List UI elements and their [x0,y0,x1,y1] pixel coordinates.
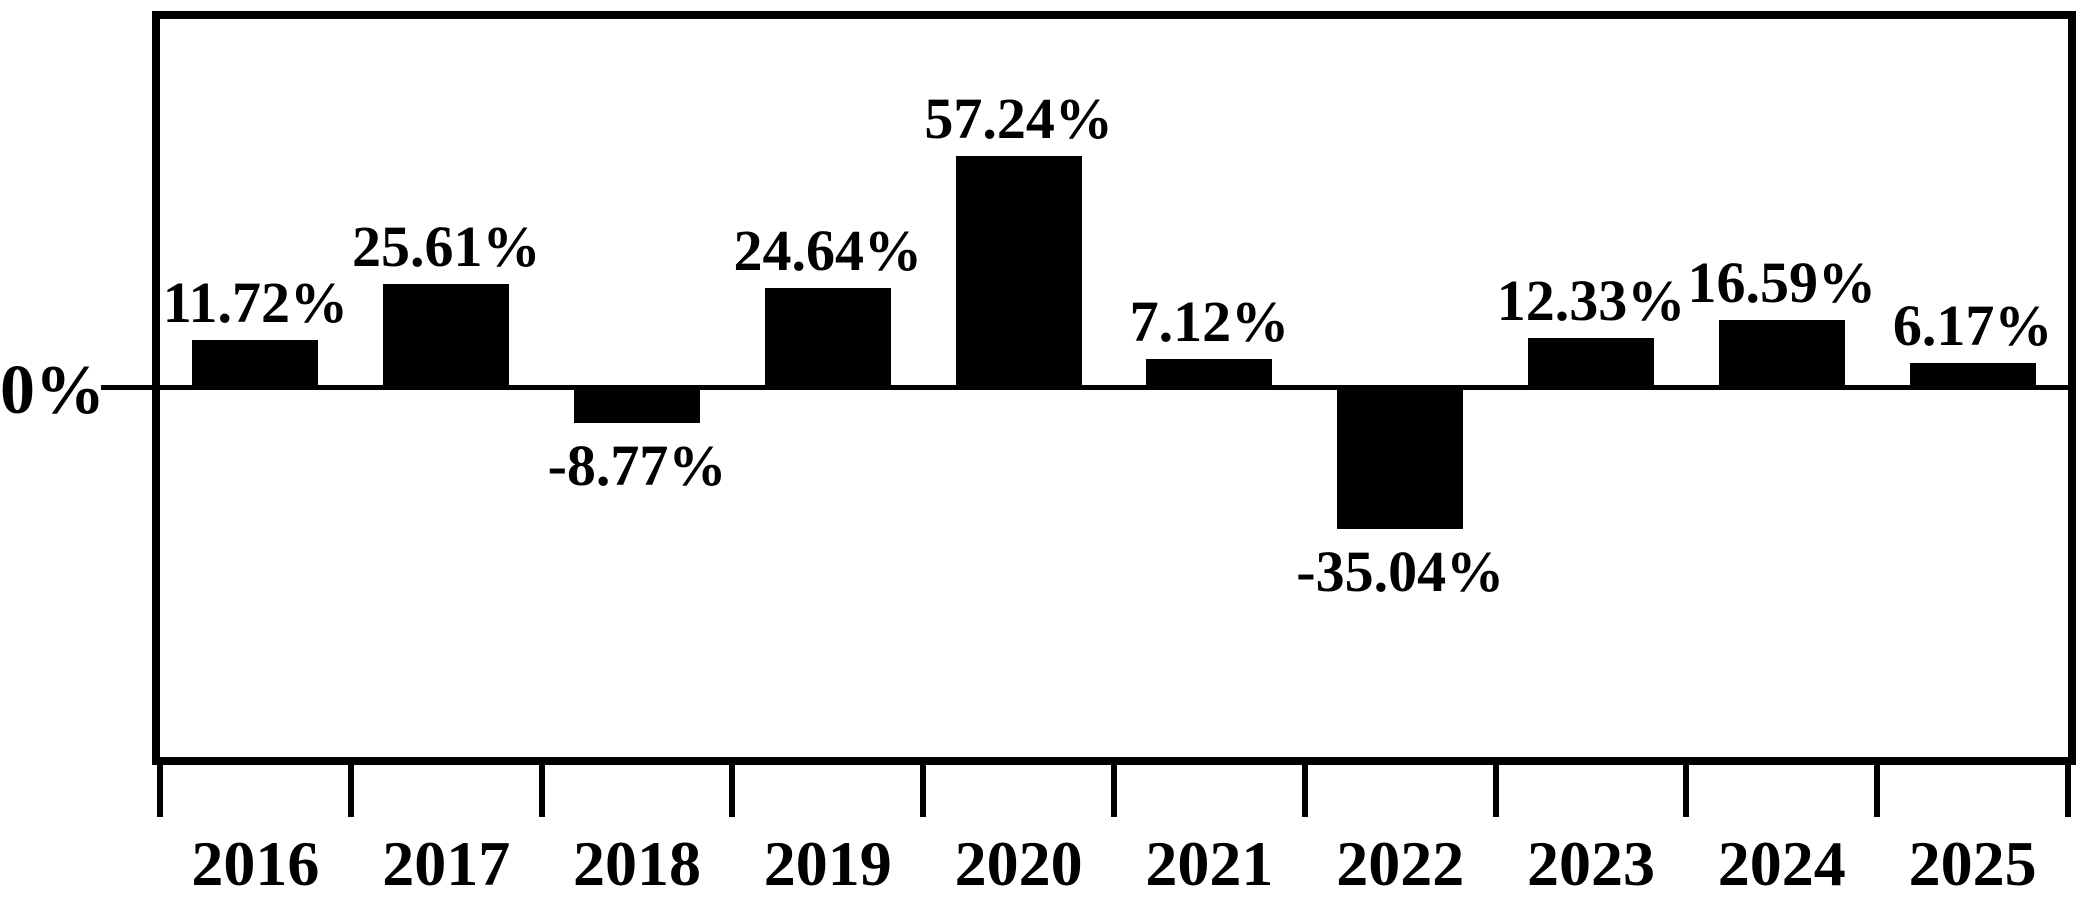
value-label-2018: -8.77% [547,433,727,499]
x-axis-tick-2 [538,757,545,817]
bar-2023 [1528,337,1654,388]
x-axis-label-2022: 2022 [1336,828,1465,899]
value-label-2016: 11.72% [162,270,349,336]
x-axis-tick-0 [157,757,163,817]
x-axis-label-2024: 2024 [1717,828,1846,899]
bar-2018 [574,387,700,424]
x-axis-tick-10 [2065,757,2071,817]
x-axis-label-2016: 2016 [191,828,320,899]
bar-2020 [955,155,1082,388]
x-axis-tick-7 [1492,757,1499,817]
zero-baseline [101,385,2068,390]
bar-2016 [192,340,319,388]
x-axis-label-2021: 2021 [1145,828,1274,899]
value-label-2022: -35.04% [1296,539,1505,605]
bar-2019 [764,287,891,388]
x-axis-tick-6 [1301,757,1308,817]
value-label-2023: 12.33% [1496,267,1686,333]
zero-axis-label: 0% [0,352,105,429]
bar-2025 [1909,362,2036,388]
value-label-2017: 25.61% [351,213,541,279]
x-axis-label-2018: 2018 [573,828,701,899]
bar-2022 [1337,387,1464,530]
value-label-2025: 6.17% [1892,292,2053,358]
x-axis-tick-9 [1874,757,1881,817]
x-axis-label-2025: 2025 [1908,828,2037,899]
bar-2021 [1146,358,1273,388]
bar-2024 [1718,320,1845,388]
x-axis-label-2023: 2023 [1527,828,1655,899]
x-axis-tick-8 [1683,757,1690,817]
value-label-2019: 24.64% [733,217,923,283]
x-axis-tick-4 [920,757,927,817]
value-label-2024: 16.59% [1687,250,1877,316]
x-axis-label-2019: 2019 [763,828,892,899]
x-axis-tick-3 [729,757,736,817]
x-axis-label-2017: 2017 [382,828,511,899]
x-axis-label-2020: 2020 [954,828,1083,899]
x-axis-tick-1 [347,757,354,817]
value-label-2020: 57.24% [924,85,1113,151]
x-axis-tick-5 [1111,757,1117,817]
bar-2017 [383,283,510,388]
value-label-2021: 7.12% [1129,288,1290,354]
